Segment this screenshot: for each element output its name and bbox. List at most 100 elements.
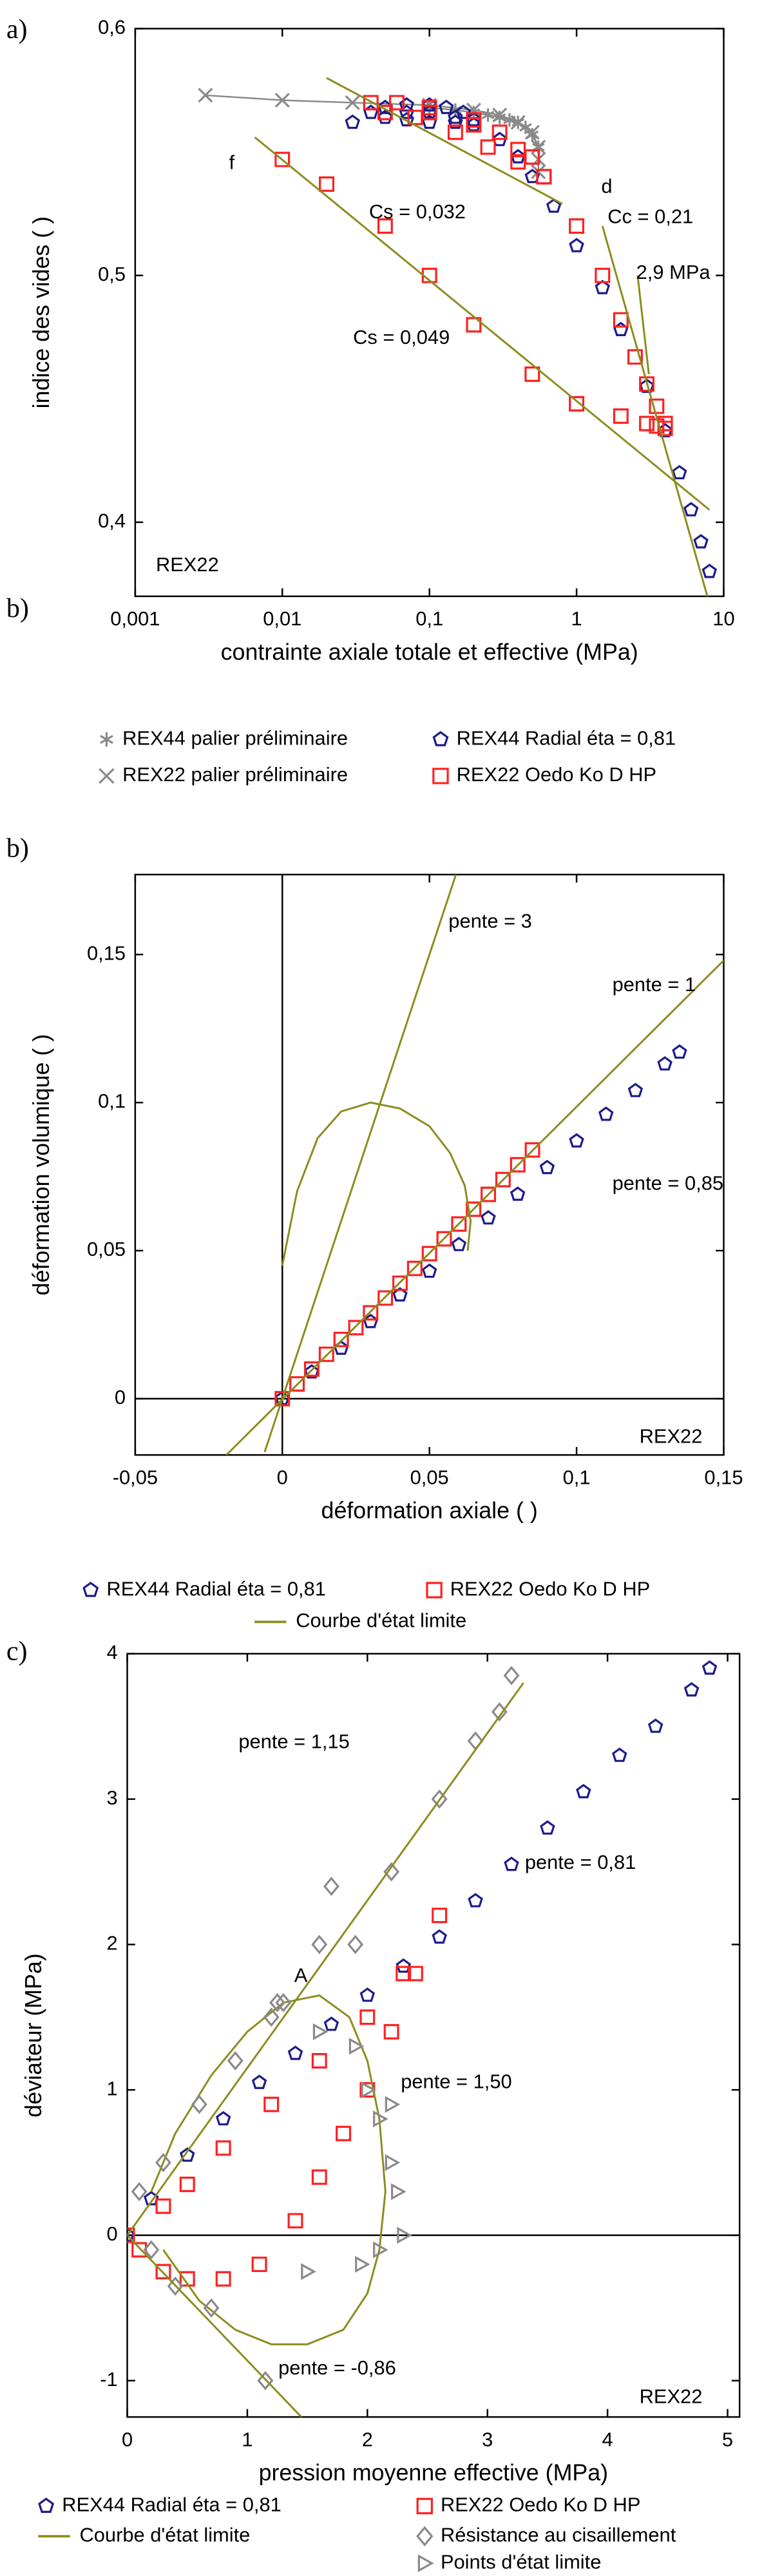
- point: [431, 1789, 448, 1809]
- annotation: pente = 1,50: [401, 2070, 511, 2093]
- point: [510, 1186, 526, 1201]
- panel-label: b): [6, 594, 29, 623]
- x-tick-label: 0,15: [704, 1466, 743, 1488]
- point: [359, 1987, 376, 2002]
- point: [355, 2255, 370, 2273]
- point: [569, 396, 585, 412]
- reference-line: [601, 225, 709, 596]
- x-tick-label: 0,1: [563, 1466, 591, 1488]
- point: [263, 2096, 280, 2112]
- point: [647, 1718, 663, 1733]
- point: [333, 1340, 349, 1355]
- legend-label: REX44 Radial éta = 0,81: [457, 726, 676, 749]
- point: [373, 2241, 388, 2259]
- point: [466, 117, 482, 133]
- annotation: REX22: [640, 1425, 703, 1447]
- x-tick-label: 3: [482, 2428, 493, 2450]
- point: [595, 279, 611, 294]
- point: [274, 93, 290, 108]
- point: [421, 104, 437, 120]
- point: [215, 2271, 231, 2287]
- annotation: pente = 0,81: [525, 1851, 636, 1873]
- point: [304, 1364, 320, 1379]
- point: [399, 97, 415, 112]
- point: [491, 124, 508, 140]
- x-tick-label: 0: [122, 2428, 133, 2450]
- y-axis-title: déviateur (MPa): [21, 1953, 46, 2117]
- legend-marker: [416, 2497, 433, 2515]
- point: [613, 408, 629, 424]
- point: [613, 312, 629, 328]
- plot-area: [198, 77, 718, 596]
- point: [319, 176, 335, 192]
- point: [269, 1993, 285, 2012]
- point: [289, 1376, 305, 1392]
- point: [671, 464, 687, 480]
- point: [373, 2110, 388, 2128]
- point: [347, 1935, 364, 1955]
- annotation: REX22: [156, 553, 219, 576]
- point: [391, 2183, 406, 2201]
- point: [492, 108, 508, 123]
- y-tick-label: 2: [107, 1932, 118, 1955]
- legend-label: REX44 Radial éta = 0,81: [62, 2494, 282, 2516]
- plot-area: [127, 1660, 718, 2418]
- x-tick-label: 0: [277, 1466, 288, 1488]
- point: [598, 1106, 614, 1121]
- point: [275, 1993, 292, 2012]
- legend-label: REX44 palier préliminaire: [122, 726, 348, 749]
- legend-marker: [82, 1582, 99, 1597]
- reference-line: [281, 1101, 472, 1266]
- annotation: f: [229, 151, 235, 173]
- point: [531, 139, 546, 155]
- point: [396, 1965, 412, 1982]
- point: [421, 104, 437, 119]
- y-axis-title: déformation volumique ( ): [28, 1034, 54, 1296]
- legend-label: Résistance au cisaillement: [441, 2523, 676, 2546]
- legend-marker: [417, 2554, 434, 2573]
- legend-label: REX22 palier préliminaire: [122, 763, 348, 786]
- point: [657, 421, 673, 437]
- point: [539, 1159, 555, 1175]
- point: [155, 2198, 171, 2214]
- point: [227, 2051, 243, 2070]
- point: [432, 1908, 448, 1924]
- plot-frame: [134, 873, 725, 1456]
- point: [503, 1665, 520, 1685]
- point: [451, 1236, 467, 1251]
- point: [127, 2227, 135, 2242]
- legend-marker: [99, 768, 115, 784]
- point: [510, 149, 526, 164]
- point: [466, 1201, 482, 1217]
- y-tick-label: 0,6: [98, 16, 126, 39]
- legend-label: Points d'état limite: [441, 2550, 601, 2573]
- y-tick-label: 3: [107, 1786, 118, 1809]
- point: [287, 2045, 303, 2060]
- x-axis-title: pression moyenne effective (MPa): [259, 2459, 609, 2485]
- point: [323, 1877, 339, 1897]
- point: [377, 104, 393, 120]
- x-tick-label: 0,1: [415, 607, 443, 630]
- point: [392, 1287, 408, 1302]
- point: [639, 376, 654, 392]
- point: [504, 1856, 519, 1871]
- annotation: d: [601, 175, 612, 198]
- point: [468, 1893, 483, 1908]
- point: [531, 164, 546, 180]
- point: [701, 1660, 718, 1675]
- point: [481, 1186, 496, 1202]
- panel-label: a): [6, 15, 28, 44]
- point: [363, 104, 379, 119]
- point: [639, 415, 654, 431]
- legend-label: REX22 Oedo Ko D HP: [450, 1577, 650, 1600]
- point: [215, 2140, 231, 2156]
- legend-marker: [432, 731, 449, 746]
- point: [198, 88, 213, 103]
- point: [613, 321, 629, 336]
- point: [432, 1929, 447, 1944]
- reference-line: [263, 875, 457, 1453]
- point: [383, 1862, 400, 1882]
- point: [536, 169, 552, 185]
- point: [143, 2240, 160, 2260]
- point: [361, 2081, 376, 2099]
